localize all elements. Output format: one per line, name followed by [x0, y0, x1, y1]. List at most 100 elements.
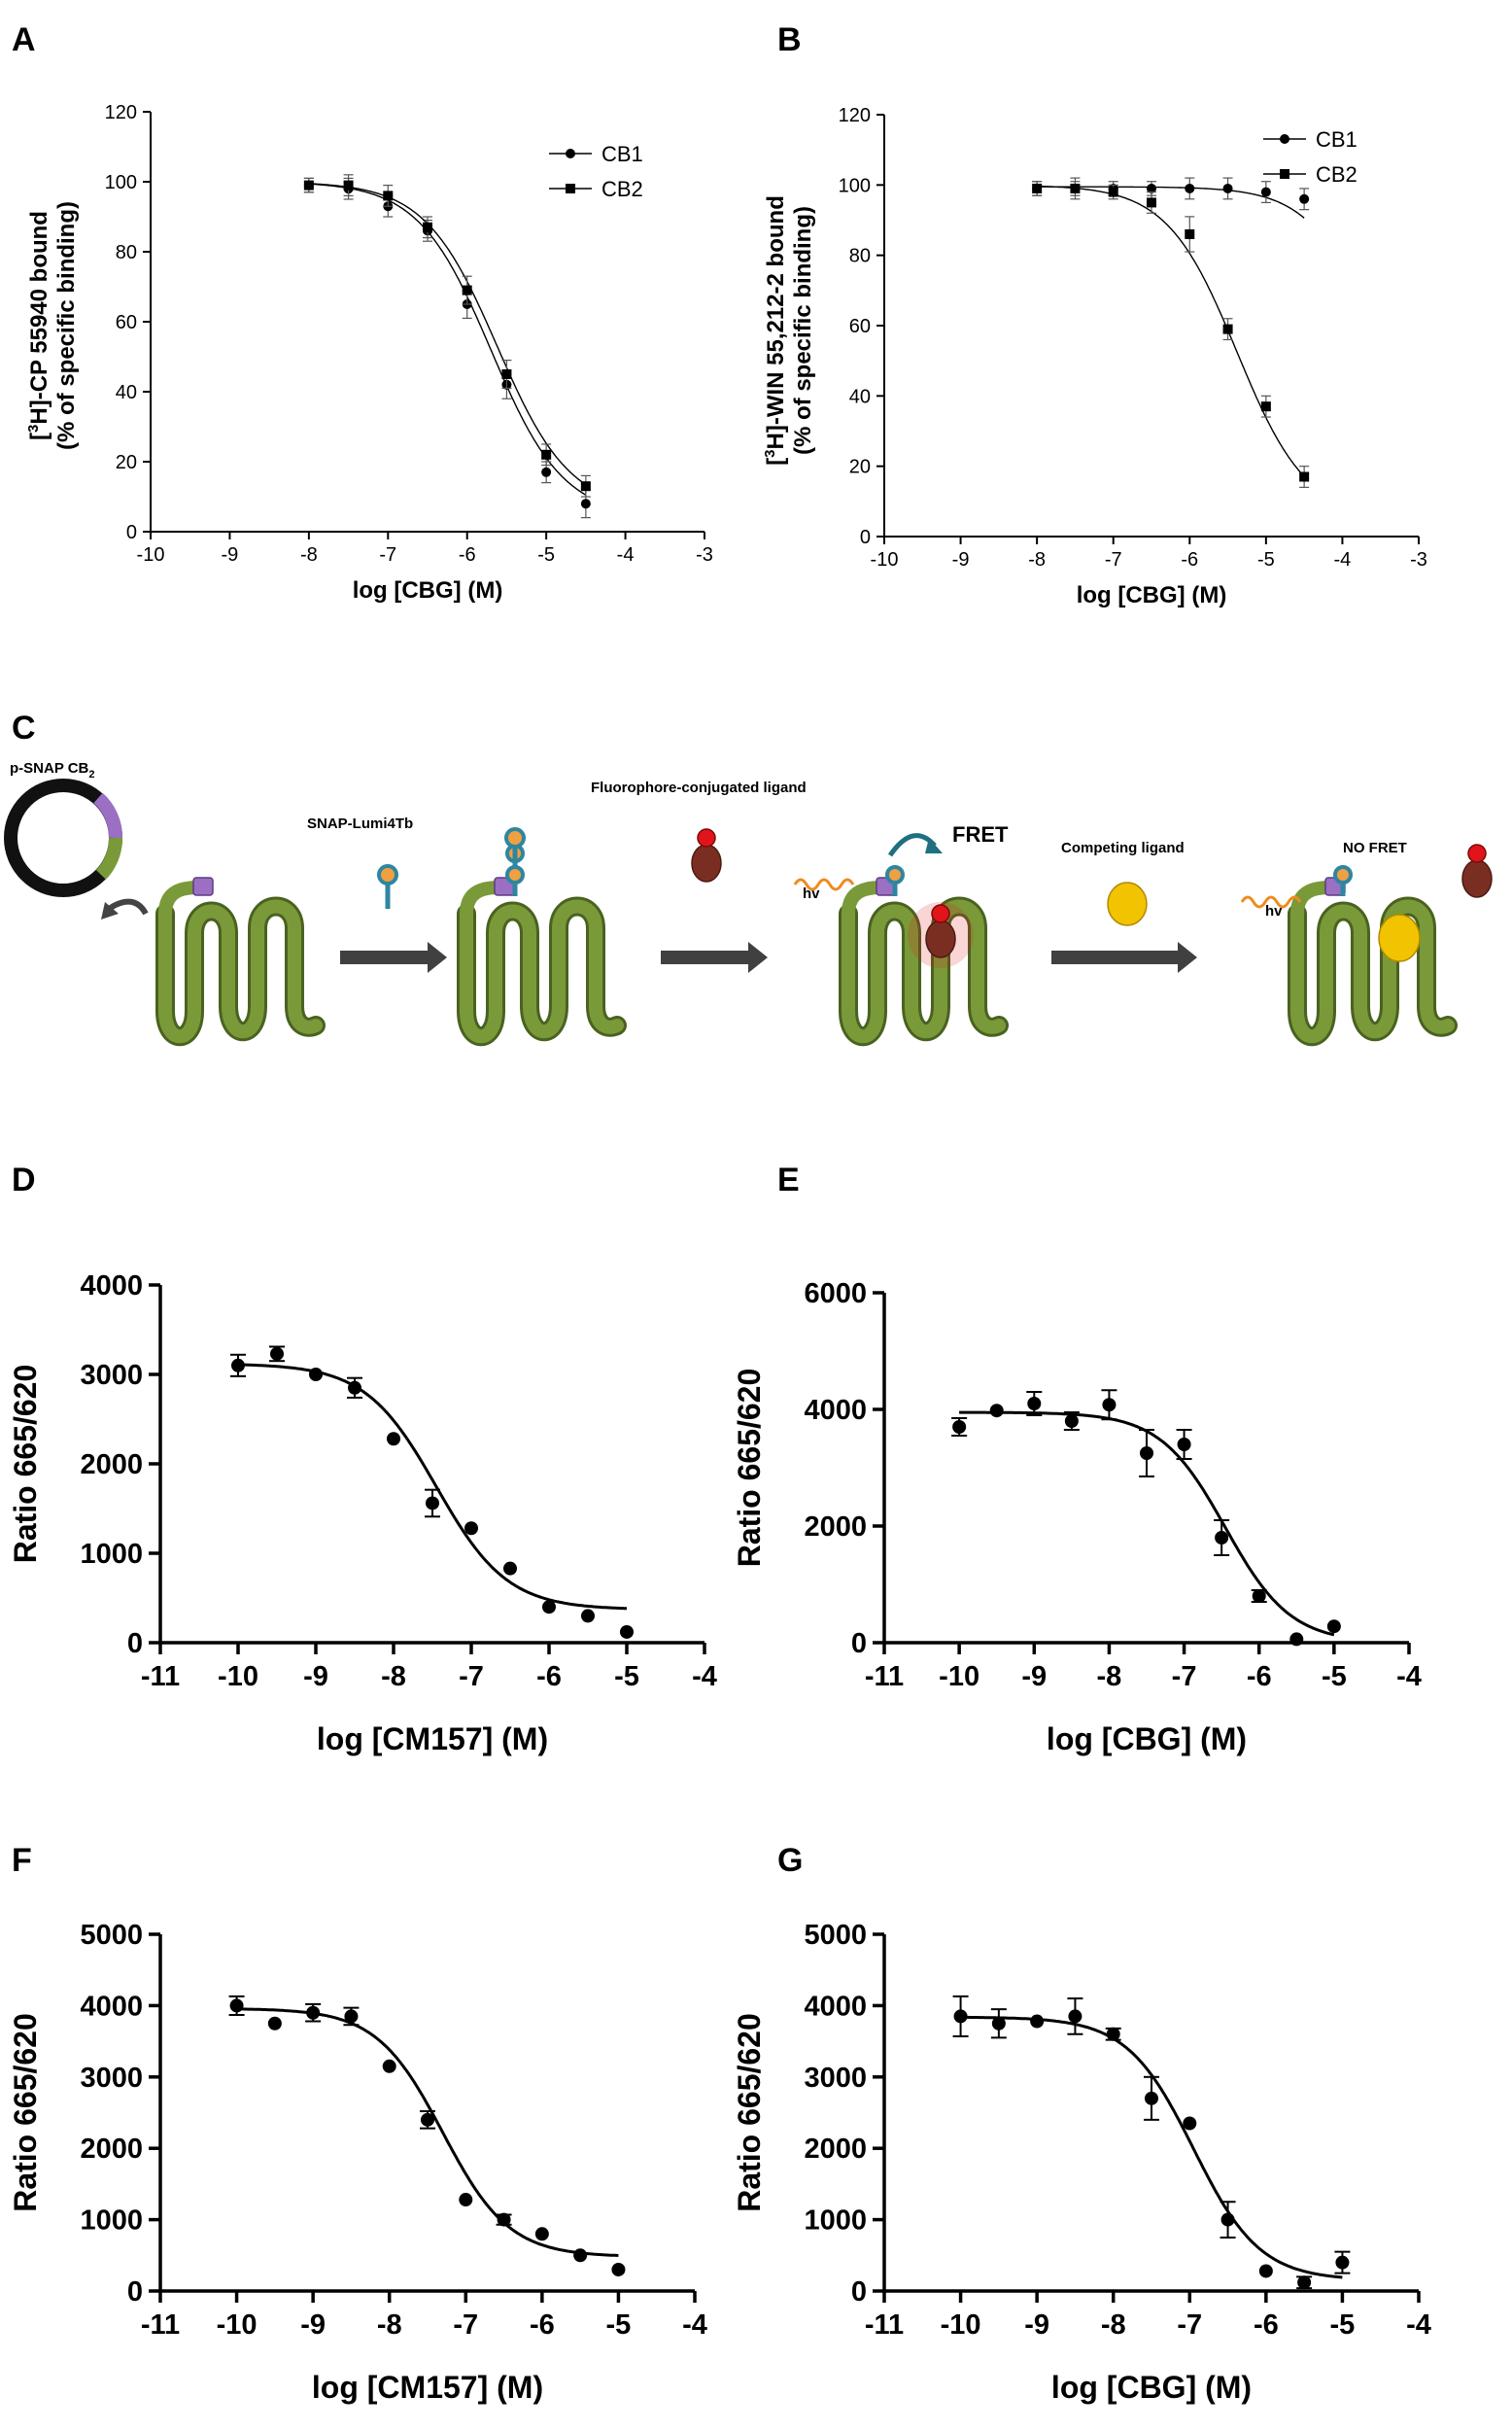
data-point-circle [1252, 1589, 1266, 1603]
legend-marker-square [566, 184, 575, 193]
data-point-circle [1140, 1446, 1153, 1460]
x-tick-label: -8 [377, 2309, 402, 2341]
chart-panel-f: -11 -10 -9 -8 -7 -6 -5 -4 0 1000 2000 3000 4000 5000 l… [8, 1920, 707, 2405]
y-tick-label: 100 [839, 175, 871, 196]
y-tick-label: 2000 [80, 1449, 143, 1480]
ligand-head-step2 [697, 828, 716, 848]
y-tick-label: 20 [849, 457, 871, 478]
x-tick-label: -5 [537, 544, 555, 566]
data-point-circle [1297, 2275, 1312, 2290]
x-tick-label: -6 [1247, 1661, 1272, 1692]
data-point-circle [503, 1561, 517, 1576]
x-tick-label: -8 [1097, 1661, 1122, 1692]
receptor-1 [155, 877, 326, 1046]
data-point-circle [1258, 2264, 1273, 2278]
data-point-circle [580, 499, 591, 509]
competing-ligand-free [1107, 882, 1148, 926]
x-tick-label: -5 [1322, 1661, 1347, 1692]
panel-b-ylabel-sup: 3 [762, 450, 778, 458]
x-tick-label: -11 [141, 2309, 180, 2341]
y-tick-label: 5000 [80, 1920, 143, 1951]
donor-head [885, 865, 905, 885]
data-point-circle [1183, 2116, 1197, 2131]
y-tick-label: 0 [860, 527, 871, 548]
hv-label-nofret: hv [1265, 903, 1283, 920]
fret-arrowhead [925, 838, 943, 853]
y-axis-label: Ratio 665/620 [732, 2013, 767, 2212]
fit-curve [236, 2007, 619, 2257]
panel-b-ylabel-line2: (% of specific binding) [790, 206, 816, 455]
x-tick-label: -9 [303, 1661, 328, 1692]
panel-a-ylabel-prefix: [ [26, 433, 52, 440]
data-point-circle [344, 2009, 359, 2024]
data-point-circle [1215, 1531, 1229, 1545]
series-0 [228, 1995, 626, 2276]
y-tick-label: 3000 [804, 2063, 867, 2094]
y-tick-label: 1000 [804, 2205, 867, 2237]
series-cb2 [303, 174, 591, 498]
data-point-circle [1177, 1438, 1191, 1451]
fit-curve [308, 183, 587, 486]
x-tick-label: -11 [865, 1661, 904, 1692]
receptor-body [158, 899, 323, 1044]
x-tick-label: -10 [218, 1661, 258, 1692]
x-tick-label: -4 [682, 2309, 707, 2341]
y-tick-label: 40 [849, 386, 871, 407]
x-axis-label: log [CBG] (M) [1077, 582, 1227, 608]
y-tick-label: 4000 [80, 1991, 143, 2022]
x-tick-label: -7 [1105, 549, 1122, 571]
y-tick-label: 4000 [804, 1395, 867, 1426]
y-tick-label: 5000 [804, 1920, 867, 1951]
y-tick-label: 0 [127, 1628, 143, 1659]
data-point-circle [620, 1624, 634, 1639]
data-point-circle [306, 2005, 321, 2020]
x-tick-label: -9 [952, 549, 970, 571]
data-point-circle [421, 2112, 434, 2127]
data-point-square [423, 222, 432, 232]
data-point-circle [1185, 183, 1195, 193]
receptor-body [842, 899, 1006, 1044]
plasmid-label: p-SNAP CB2 [10, 760, 95, 781]
panel-letter-f: F [12, 1842, 32, 1879]
x-tick-label: -4 [1406, 2309, 1431, 2341]
x-axis-label: log [CM157] (M) [317, 1721, 548, 1756]
data-point-circle [1289, 1632, 1304, 1647]
fret-label: FRET [952, 822, 1009, 847]
x-axis-label: log [CBG] (M) [1047, 1721, 1247, 1756]
data-point-circle [267, 2016, 282, 2031]
ligand-body-step2 [691, 844, 722, 883]
free-donor-head [504, 827, 526, 849]
panel-a-ylabel-line2: (% of specific binding) [53, 201, 80, 450]
y-tick-label: 60 [116, 312, 137, 333]
legend-marker-circle [1280, 134, 1289, 144]
receptor-body [460, 899, 624, 1044]
data-point-circle [611, 2262, 626, 2276]
x-axis-label: log [CBG] (M) [1051, 2370, 1252, 2405]
process-arrowhead-2 [748, 942, 768, 973]
data-point-circle [1335, 2255, 1350, 2270]
legend-entry-cb1: CB1 [1263, 127, 1357, 152]
data-point-square [1147, 197, 1156, 208]
receptor-3 [839, 877, 1009, 1046]
x-tick-label: -10 [217, 2309, 258, 2341]
data-point-circle [1145, 2091, 1158, 2105]
transfection-arrow [107, 898, 149, 916]
series-cb2 [1032, 177, 1310, 488]
data-point-circle [534, 2227, 549, 2241]
x-tick-label: -7 [379, 544, 396, 566]
data-point-square [1070, 183, 1081, 193]
legend-entry-cb2: CB2 [1263, 162, 1357, 187]
data-point-circle [1260, 187, 1271, 197]
data-point-circle [573, 2248, 588, 2263]
x-tick-label: -7 [453, 2309, 478, 2341]
process-arrowhead-3 [1178, 942, 1197, 973]
hv-label-fret: hv [803, 885, 820, 902]
plasmid-gene-segment [95, 837, 123, 880]
data-point-square [580, 481, 591, 492]
series-0 [951, 1389, 1341, 1647]
ligand-head-displaced [1467, 844, 1487, 863]
series-cb1 [303, 177, 591, 519]
y-tick-label: 1000 [80, 2205, 143, 2237]
x-tick-label: -7 [1172, 1661, 1197, 1692]
fit-curve [237, 1363, 628, 1611]
